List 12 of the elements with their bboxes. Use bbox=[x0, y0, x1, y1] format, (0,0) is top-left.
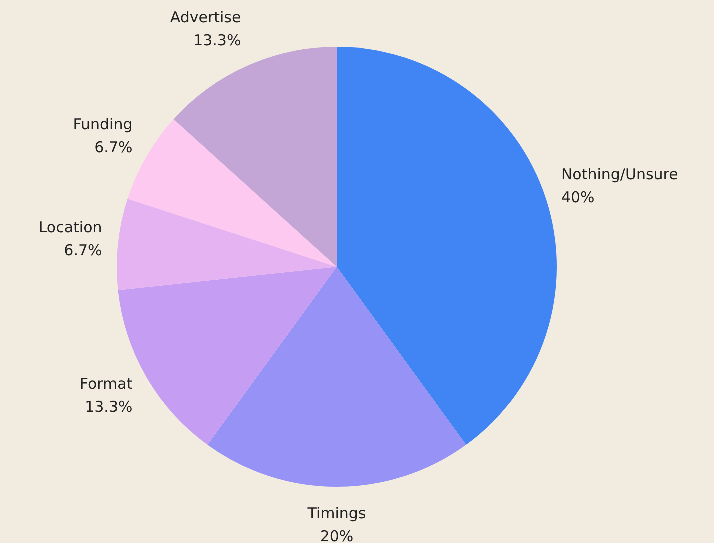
slice-label: Format bbox=[80, 375, 133, 394]
slice-label: Timings bbox=[306, 504, 366, 522]
data-label: 6.7% bbox=[64, 242, 102, 260]
slice-label: Location bbox=[38, 218, 102, 237]
data-label: 20% bbox=[320, 527, 354, 543]
data-label: 40% bbox=[561, 188, 595, 206]
data-label: 13.3% bbox=[85, 398, 133, 416]
slice-label: Funding bbox=[73, 116, 133, 134]
data-label: 13.3% bbox=[194, 32, 242, 50]
slice-label: Advertise bbox=[170, 8, 242, 27]
slice-label: Nothing/Unsure bbox=[561, 165, 678, 184]
data-label: 6.7% bbox=[94, 138, 133, 157]
